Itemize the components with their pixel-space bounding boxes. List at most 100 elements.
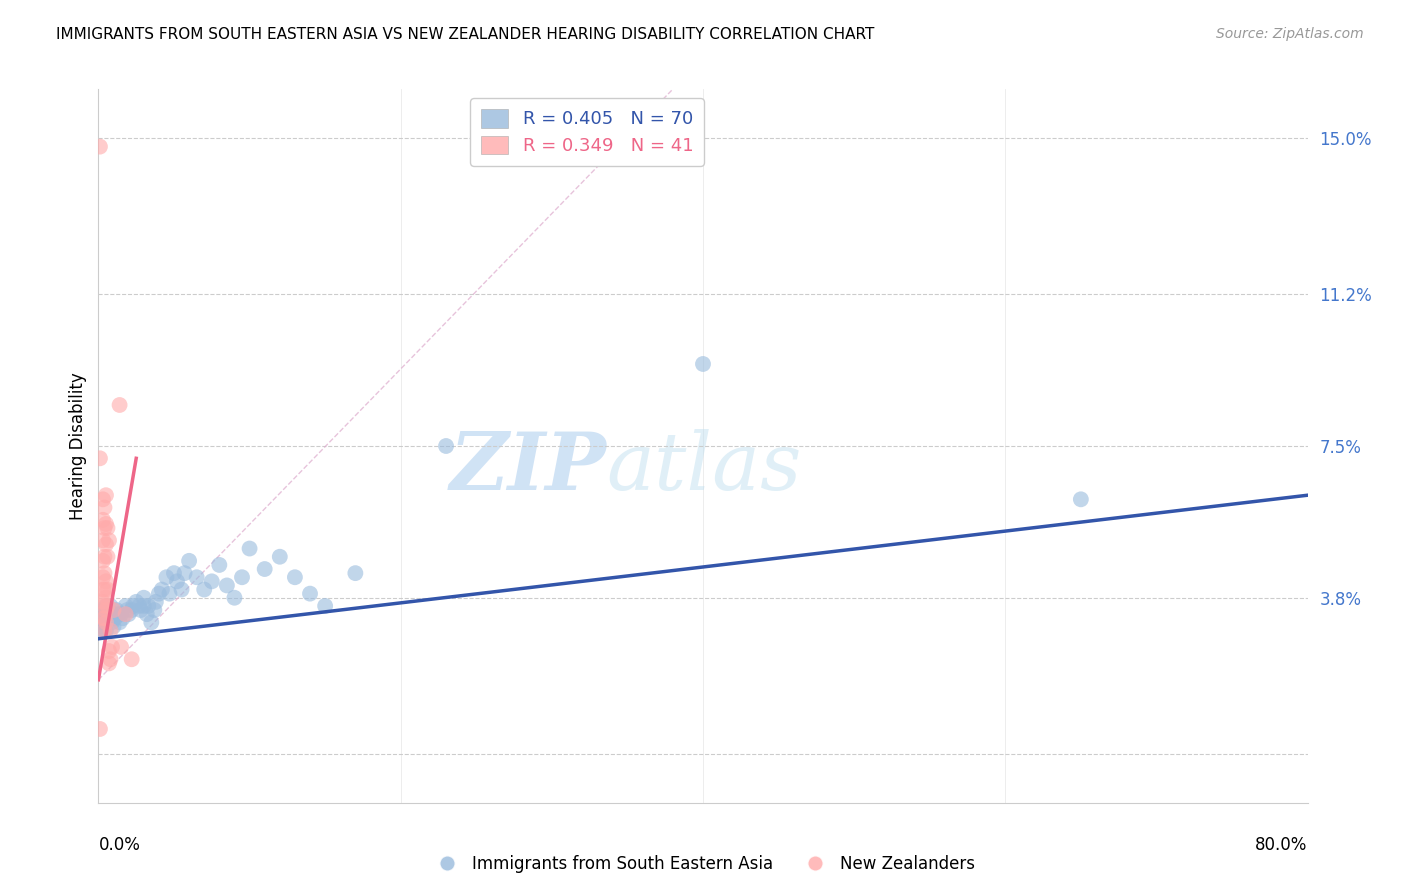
Point [155,570,177,584]
Point [96,611,118,625]
Point [89,451,111,466]
Point [103,611,125,625]
Point [100,607,122,622]
Point [93,500,115,515]
Point [201,574,224,589]
Text: ZIP: ZIP [450,429,606,506]
Point [125,595,148,609]
Point [93,624,115,638]
Point [93,549,115,564]
Point [299,587,322,601]
Point [179,554,201,568]
Point [96,521,118,535]
Point [91,611,114,625]
Point [269,549,291,564]
Point [193,582,215,597]
Point [91,582,114,597]
Point [98,611,121,625]
Point [94,624,117,638]
Point [150,582,173,597]
Point [135,607,157,622]
Point [90,615,112,630]
Point [105,603,128,617]
Point [93,566,115,581]
Point [215,578,238,592]
Point [98,657,121,671]
Point [100,624,122,638]
Point [96,603,118,617]
Point [145,595,167,609]
Point [94,615,117,630]
Point [93,611,115,625]
Point [98,603,121,617]
Point [94,516,117,531]
Point [101,615,124,630]
Point [141,615,163,630]
Point [91,554,114,568]
Point [100,652,122,666]
Point [103,603,125,617]
Point [284,570,307,584]
Point [96,582,118,597]
Point [94,615,117,630]
Point [93,599,115,613]
Point [108,398,131,412]
Point [129,603,152,617]
Point [98,533,121,548]
Point [434,439,457,453]
Y-axis label: Hearing Disability: Hearing Disability [69,372,87,520]
Point [94,607,117,622]
Point [103,619,125,633]
Point [692,357,714,371]
Point [89,722,111,736]
Point [96,599,118,613]
Point [94,591,117,605]
Point [118,607,141,622]
Point [344,566,367,581]
Text: atlas: atlas [606,429,801,506]
Point [91,611,114,625]
Point [100,599,122,613]
Point [94,603,117,617]
Point [93,603,115,617]
Point [132,591,155,605]
Point [91,624,114,638]
Legend: R = 0.405   N = 70, R = 0.349   N = 41: R = 0.405 N = 70, R = 0.349 N = 41 [470,98,704,166]
Point [93,582,115,597]
Point [231,570,253,584]
Point [253,562,276,576]
Point [121,652,143,666]
Point [94,488,117,502]
Legend: Immigrants from South Eastern Asia, New Zealanders: Immigrants from South Eastern Asia, New … [425,848,981,880]
Point [122,599,145,613]
Point [101,640,124,654]
Point [108,615,131,630]
Point [93,521,115,535]
Point [91,533,114,548]
Point [136,599,159,613]
Point [114,607,136,622]
Point [143,603,166,617]
Point [148,587,170,601]
Point [314,599,336,613]
Point [107,607,129,622]
Point [101,607,124,622]
Point [111,611,134,625]
Text: IMMIGRANTS FROM SOUTH EASTERN ASIA VS NEW ZEALANDER HEARING DISABILITY CORRELATI: IMMIGRANTS FROM SOUTH EASTERN ASIA VS NE… [56,27,875,42]
Point [239,541,262,556]
Point [1070,492,1092,507]
Point [94,537,117,551]
Point [128,599,150,613]
Point [163,566,186,581]
Point [132,599,155,613]
Point [91,492,114,507]
Point [90,619,112,633]
Point [186,570,208,584]
Point [115,603,138,617]
Point [121,603,143,617]
Text: Source: ZipAtlas.com: Source: ZipAtlas.com [1216,27,1364,41]
Point [93,624,115,638]
Point [89,603,111,617]
Point [98,644,121,658]
Point [93,615,115,630]
